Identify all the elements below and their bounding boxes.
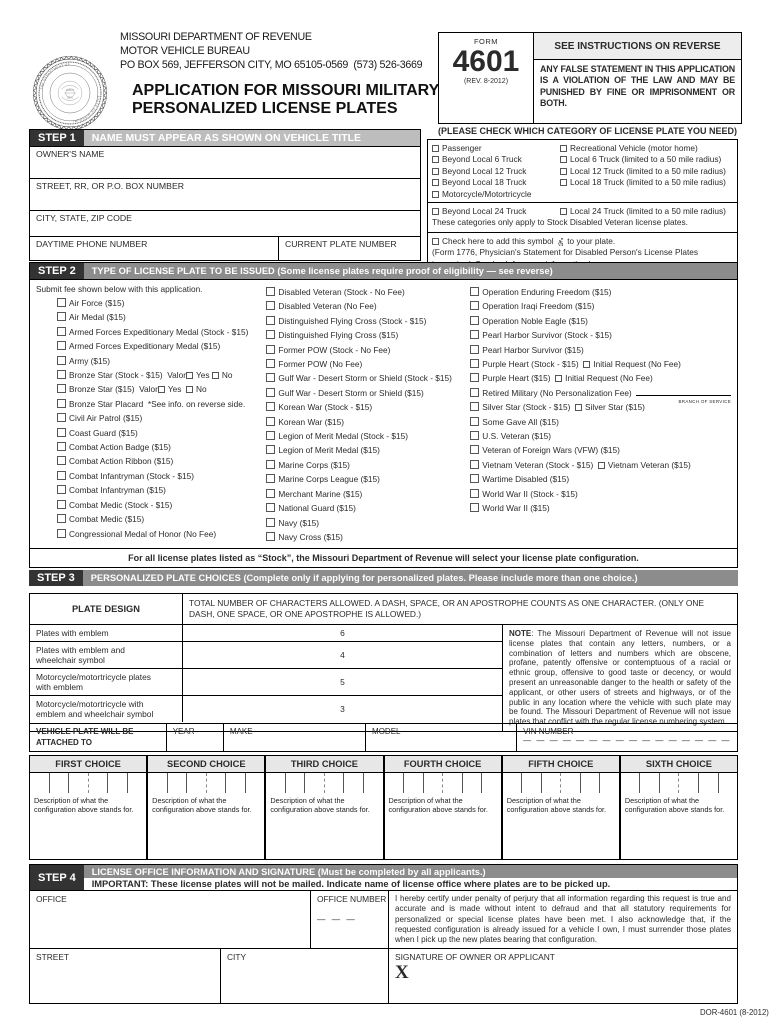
svg-text:SEAL: SEAL: [67, 97, 74, 100]
svg-text:GREAT: GREAT: [66, 89, 75, 92]
